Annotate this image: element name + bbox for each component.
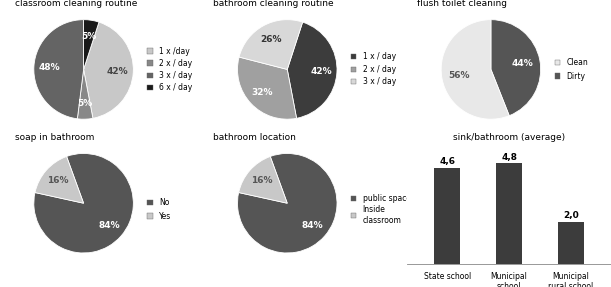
Text: 42%: 42% — [310, 67, 332, 76]
Legend: 1 x / day, 2 x / day, 3 x / day: 1 x / day, 2 x / day, 3 x / day — [351, 53, 396, 86]
Wedge shape — [34, 20, 84, 119]
Text: 5%: 5% — [81, 32, 97, 40]
Wedge shape — [78, 69, 93, 119]
Text: 32%: 32% — [252, 88, 273, 97]
Legend: 1 x /day, 2 x / day, 3 x / day, 6 x / day: 1 x /day, 2 x / day, 3 x / day, 6 x / da… — [147, 46, 192, 92]
Legend: Clean, Dirty: Clean, Dirty — [555, 58, 588, 81]
Text: 16%: 16% — [48, 177, 69, 185]
Wedge shape — [239, 156, 287, 203]
Text: 42%: 42% — [106, 67, 128, 76]
Wedge shape — [84, 22, 133, 118]
Bar — [434, 168, 461, 264]
Wedge shape — [35, 156, 84, 203]
Wedge shape — [238, 57, 296, 119]
Wedge shape — [441, 20, 509, 119]
Text: 44%: 44% — [512, 59, 533, 68]
Wedge shape — [491, 20, 541, 116]
Text: bathroom location: bathroom location — [213, 133, 296, 141]
Text: classroom cleaning routine: classroom cleaning routine — [15, 0, 137, 8]
Text: 56%: 56% — [448, 71, 470, 80]
Text: 2,0: 2,0 — [563, 212, 579, 220]
Wedge shape — [239, 20, 302, 69]
Text: 4,8: 4,8 — [501, 153, 517, 162]
Wedge shape — [34, 154, 133, 253]
Legend: No, Yes: No, Yes — [147, 198, 171, 221]
Text: bathroom cleaning routine: bathroom cleaning routine — [213, 0, 334, 8]
Title: sink/bathroom (average): sink/bathroom (average) — [453, 133, 565, 141]
Bar — [558, 222, 584, 264]
Text: flush toilet cleaning: flush toilet cleaning — [417, 0, 507, 8]
Text: 48%: 48% — [39, 63, 60, 72]
Text: 84%: 84% — [302, 221, 324, 230]
Text: 16%: 16% — [251, 177, 273, 185]
Text: 5%: 5% — [77, 99, 92, 108]
Bar — [496, 163, 522, 264]
Wedge shape — [84, 20, 99, 69]
Wedge shape — [238, 154, 337, 253]
Text: 26%: 26% — [260, 35, 282, 44]
Wedge shape — [287, 22, 337, 118]
Text: soap in bathroom: soap in bathroom — [15, 133, 95, 141]
Legend: public space, Inside
classroom: public space, Inside classroom — [351, 194, 411, 225]
Text: 4,6: 4,6 — [439, 157, 455, 166]
Text: 84%: 84% — [98, 221, 120, 230]
